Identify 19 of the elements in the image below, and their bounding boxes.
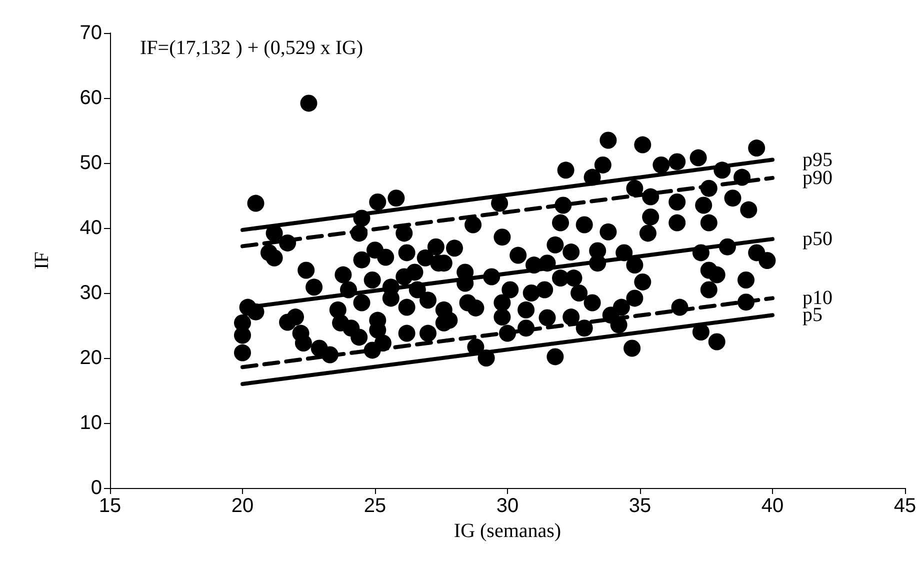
- y-tick-label: 40: [80, 217, 102, 239]
- y-tick-label: 30: [80, 282, 102, 304]
- x-tick-label: 40: [761, 495, 784, 517]
- y-tick-label: 20: [80, 347, 102, 369]
- series-label: p95: [802, 148, 832, 171]
- y-tick-label: 10: [80, 412, 102, 434]
- x-tick-label: 45: [894, 495, 916, 517]
- y-tick-label: 60: [80, 87, 102, 109]
- series-label: p50: [802, 228, 832, 250]
- x-tick-label: 30: [496, 495, 519, 517]
- x-tick-label: 35: [628, 495, 652, 517]
- x-tick-label: 25: [364, 495, 386, 517]
- series-label: p10: [802, 287, 832, 310]
- y-tick-label: 70: [80, 22, 102, 44]
- y-axis-title: IF: [31, 252, 53, 270]
- x-axis-title: IG (semanas): [454, 520, 562, 542]
- annotation: IF=(17,132 ) + (0,529 x IG): [140, 37, 364, 59]
- x-tick-label: 20: [231, 495, 254, 517]
- y-tick-label: 50: [80, 152, 102, 174]
